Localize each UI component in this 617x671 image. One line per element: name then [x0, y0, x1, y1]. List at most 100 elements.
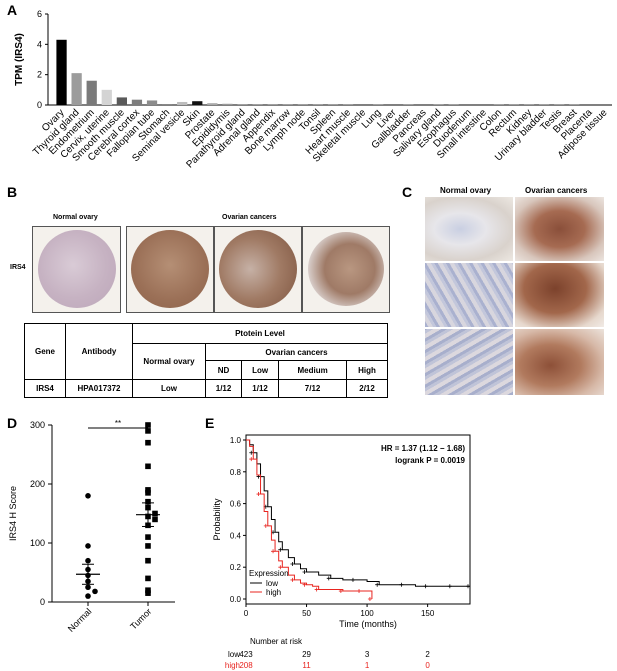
gene-header: Gene	[24, 323, 66, 380]
censor-mark	[399, 582, 404, 587]
table-cell-nd: 1/12	[204, 379, 243, 398]
data-point	[145, 490, 151, 496]
sub-header-medium: Medium	[278, 360, 348, 380]
h-score-scatter-chart: 0 100 200 300 IRS4 H Score Normal Tumor **	[8, 419, 175, 634]
sub-header-high: High	[346, 360, 388, 380]
data-point	[145, 487, 151, 493]
y-tick-label: 4	[37, 39, 42, 49]
protein-level-header: Ptotein Level	[132, 323, 388, 344]
censor-mark	[302, 582, 307, 587]
x-tick-label: 100	[360, 609, 374, 618]
normal-ovary-core-image	[32, 226, 121, 313]
data-point	[85, 493, 91, 499]
risk-value: 29	[302, 650, 311, 659]
irs4-row-label: IRS4	[10, 264, 26, 271]
ovarian-cancers-title: Ovarian cancers	[222, 214, 277, 221]
bar	[312, 104, 324, 105]
risk-value: 11	[302, 661, 311, 670]
risk-row-label: low	[228, 650, 240, 659]
bar	[493, 104, 505, 105]
cancer-core-image-2	[214, 226, 302, 313]
data-point	[152, 510, 158, 517]
legend-title: Expression	[249, 569, 289, 578]
sub-header-low: Low	[241, 360, 280, 380]
bar	[403, 104, 414, 105]
survival-curve-chart: 0.0 0.2 0.4 0.6 0.8 1.0 0 50 100 150 Time (months)…	[212, 434, 471, 670]
y-tick-label: 6	[37, 9, 42, 19]
normal-micrograph-3	[424, 328, 514, 396]
y-tick-label: 200	[30, 479, 45, 489]
censor-mark	[278, 565, 283, 570]
censor-mark	[314, 587, 319, 592]
bar	[71, 73, 82, 105]
censor-mark	[350, 577, 355, 582]
censor-mark	[326, 576, 331, 581]
risk-value: 208	[239, 661, 253, 670]
x-tick-label: 50	[302, 609, 311, 618]
data-point	[92, 588, 98, 595]
cancer-micrograph-3	[514, 328, 605, 396]
data-point	[145, 422, 151, 428]
bar	[297, 104, 308, 105]
censor-mark	[256, 492, 261, 497]
bar	[267, 104, 278, 105]
bar	[207, 103, 218, 105]
censor-mark	[249, 450, 254, 455]
antibody-header: Antibody	[65, 323, 133, 380]
censor-mark	[249, 457, 254, 462]
cancer-micrograph-1	[514, 196, 605, 262]
panel-label-e: E	[205, 415, 215, 431]
significance-label: **	[115, 419, 121, 428]
bar	[569, 104, 580, 105]
normal-ovary-title: Normal ovary	[53, 214, 98, 221]
bar	[523, 104, 535, 105]
risk-value: 1	[365, 661, 370, 670]
censor-mark	[290, 577, 295, 582]
data-point	[145, 543, 151, 549]
data-point	[85, 593, 91, 599]
logrank-annotation: logrank P = 0.0019	[395, 456, 465, 465]
data-point	[145, 463, 151, 470]
normal-micrograph-2	[424, 262, 514, 328]
censor-mark	[357, 589, 362, 594]
data-point	[145, 498, 151, 505]
x-tick-label: 0	[244, 609, 249, 618]
bar	[161, 104, 173, 105]
y-tick-label: 0.2	[230, 563, 242, 572]
plot-frame	[245, 434, 471, 605]
x-tick-label: 150	[421, 609, 435, 618]
censor-mark	[447, 584, 452, 589]
c-normal-ovary-title: Normal ovary	[440, 186, 492, 195]
censor-mark	[271, 549, 276, 554]
y-tick-label: 2	[37, 70, 42, 80]
risk-value: 2	[425, 650, 430, 659]
cancer-core-image-3	[302, 226, 390, 313]
data-point	[145, 439, 151, 446]
panel-label-c: C	[402, 184, 413, 200]
normal-ovary-header: Normal ovary	[132, 343, 206, 380]
censor-mark	[290, 562, 295, 567]
cancer-core-image-1	[126, 226, 214, 313]
y-axis-title: IRS4 H Score	[8, 486, 18, 541]
censor-mark	[263, 523, 268, 528]
x-axis-title: Time (months)	[339, 619, 397, 629]
bar	[116, 97, 127, 105]
risk-value: 3	[365, 650, 370, 659]
bar	[237, 104, 248, 105]
bar	[177, 101, 188, 105]
data-point	[145, 590, 151, 596]
y-tick-label: 0.6	[230, 500, 242, 509]
micrograph-grid	[424, 196, 605, 396]
bar	[373, 104, 384, 105]
censor-mark	[367, 597, 372, 601]
risk-row-label: high	[225, 661, 240, 670]
censor-mark	[338, 589, 343, 594]
table-cell-high: 2/12	[346, 379, 388, 398]
data-point	[145, 587, 151, 593]
table-cell-medium: 7/12	[278, 379, 348, 398]
data-point	[145, 534, 151, 540]
hr-annotation: HR = 1.37 (1.12 − 1.68)	[381, 444, 465, 453]
bar	[342, 104, 354, 105]
data-point	[145, 557, 151, 564]
